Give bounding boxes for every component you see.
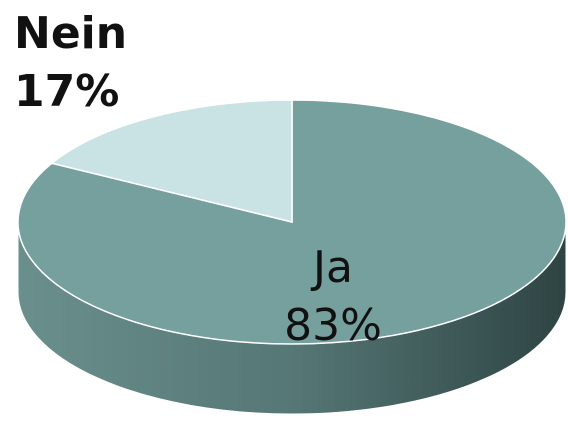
pie-slice <box>17 99 567 345</box>
pie-slice <box>50 99 293 223</box>
slice-value-label: 17% <box>14 66 119 117</box>
slice-label: Ja <box>310 242 353 293</box>
slice-label: Nein <box>14 8 127 59</box>
slice-value-label: 83% <box>284 300 382 351</box>
